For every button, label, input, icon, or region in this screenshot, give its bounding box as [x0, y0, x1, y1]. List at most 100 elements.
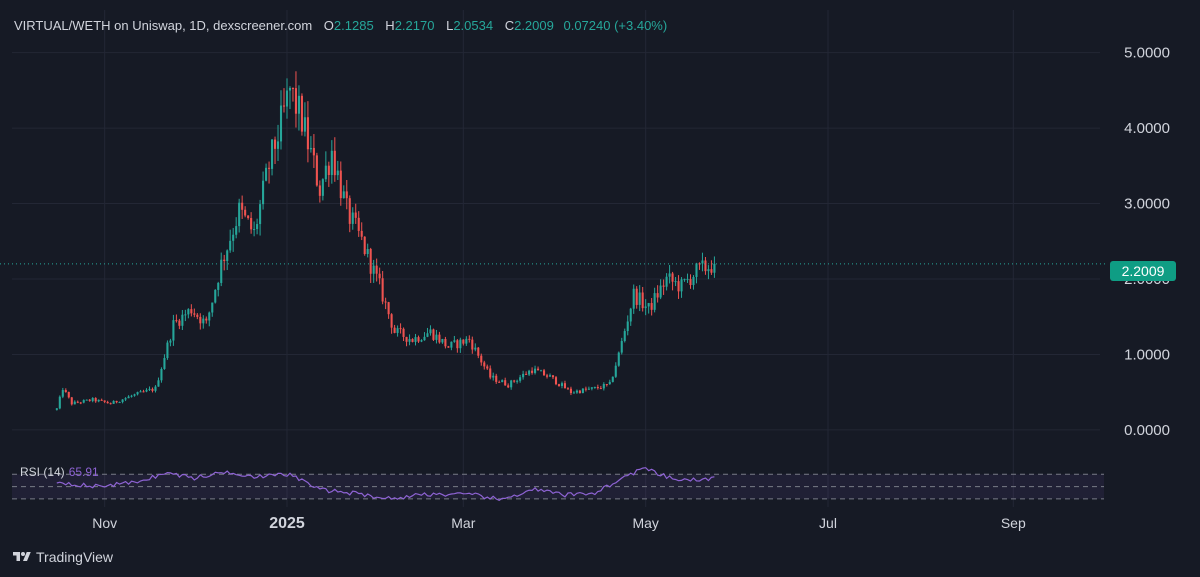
candle[interactable]: [70, 396, 73, 406]
candle[interactable]: [97, 399, 100, 403]
candle[interactable]: [279, 90, 283, 150]
candle[interactable]: [572, 391, 575, 394]
candle[interactable]: [229, 229, 232, 253]
candle[interactable]: [540, 369, 543, 372]
candle[interactable]: [360, 222, 363, 241]
candle[interactable]: [244, 206, 247, 218]
candle[interactable]: [605, 383, 608, 387]
candle[interactable]: [468, 335, 471, 343]
candle[interactable]: [321, 178, 324, 201]
candle[interactable]: [608, 379, 611, 385]
candle[interactable]: [465, 336, 468, 346]
candle[interactable]: [154, 385, 157, 393]
candle[interactable]: [357, 211, 360, 237]
candle[interactable]: [581, 388, 584, 394]
candle[interactable]: [650, 298, 653, 316]
candle[interactable]: [480, 353, 483, 366]
candle[interactable]: [181, 309, 184, 331]
candle[interactable]: [644, 299, 647, 316]
candle[interactable]: [623, 328, 626, 343]
candle[interactable]: [133, 393, 136, 397]
candle[interactable]: [139, 389, 142, 393]
candle[interactable]: [408, 334, 411, 346]
candle[interactable]: [241, 195, 244, 219]
candle[interactable]: [662, 279, 665, 295]
candle[interactable]: [336, 160, 339, 181]
candle[interactable]: [211, 302, 214, 317]
candle[interactable]: [79, 401, 82, 405]
candle[interactable]: [265, 163, 268, 182]
candle[interactable]: [516, 379, 519, 384]
candle[interactable]: [205, 316, 208, 324]
candle[interactable]: [288, 86, 292, 110]
candle[interactable]: [369, 247, 372, 283]
candle[interactable]: [256, 218, 259, 235]
candle[interactable]: [674, 276, 677, 287]
candle[interactable]: [683, 278, 686, 282]
candle[interactable]: [196, 313, 199, 320]
candle[interactable]: [438, 331, 441, 344]
candle[interactable]: [390, 313, 393, 334]
candlestick-series[interactable]: [55, 71, 716, 411]
candle[interactable]: [387, 301, 390, 319]
candle[interactable]: [587, 386, 590, 390]
rsi-label-text[interactable]: RSI (14): [20, 465, 65, 479]
candle[interactable]: [477, 346, 480, 359]
candle[interactable]: [187, 308, 190, 319]
candle[interactable]: [115, 400, 118, 404]
candle[interactable]: [453, 335, 456, 343]
candle[interactable]: [405, 336, 408, 347]
candle[interactable]: [584, 386, 587, 392]
candle[interactable]: [151, 387, 154, 393]
candle[interactable]: [303, 102, 306, 137]
candle[interactable]: [318, 180, 321, 203]
candle[interactable]: [545, 373, 549, 379]
candle[interactable]: [217, 281, 220, 297]
candle[interactable]: [262, 171, 265, 210]
candle[interactable]: [411, 338, 414, 343]
candle[interactable]: [441, 338, 444, 344]
candle[interactable]: [444, 336, 447, 349]
candle[interactable]: [366, 243, 369, 258]
candle[interactable]: [76, 400, 79, 404]
time-axis[interactable]: Nov 2025 Mar May Jul Sep: [92, 515, 1026, 532]
candle[interactable]: [483, 360, 486, 370]
candle[interactable]: [602, 382, 605, 391]
candle[interactable]: [689, 274, 692, 289]
candle[interactable]: [178, 318, 181, 330]
candle[interactable]: [64, 388, 67, 393]
candle[interactable]: [354, 203, 357, 224]
candle[interactable]: [169, 338, 172, 347]
candle[interactable]: [235, 217, 238, 239]
candle[interactable]: [686, 273, 689, 283]
candle[interactable]: [501, 379, 504, 383]
candle[interactable]: [282, 88, 286, 113]
candle[interactable]: [557, 383, 561, 387]
candle[interactable]: [548, 373, 552, 377]
candle[interactable]: [363, 236, 366, 256]
candle[interactable]: [372, 259, 375, 283]
candle[interactable]: [450, 341, 453, 351]
candle[interactable]: [614, 362, 617, 378]
candle[interactable]: [707, 265, 710, 280]
candle[interactable]: [202, 315, 205, 329]
candle[interactable]: [345, 179, 348, 210]
candle[interactable]: [61, 387, 64, 399]
rsi-pane[interactable]: [12, 467, 1104, 501]
candle[interactable]: [635, 286, 638, 309]
candle[interactable]: [324, 151, 327, 182]
candle[interactable]: [393, 324, 396, 334]
candle[interactable]: [653, 287, 656, 313]
candle[interactable]: [381, 271, 384, 305]
candle[interactable]: [384, 297, 387, 310]
candle[interactable]: [534, 365, 537, 375]
candle[interactable]: [641, 286, 644, 312]
candle[interactable]: [423, 332, 426, 341]
candle[interactable]: [270, 139, 274, 176]
candle[interactable]: [459, 337, 462, 353]
candle[interactable]: [226, 249, 229, 270]
candle[interactable]: [659, 279, 662, 300]
candle[interactable]: [193, 308, 196, 318]
candle[interactable]: [309, 136, 312, 153]
